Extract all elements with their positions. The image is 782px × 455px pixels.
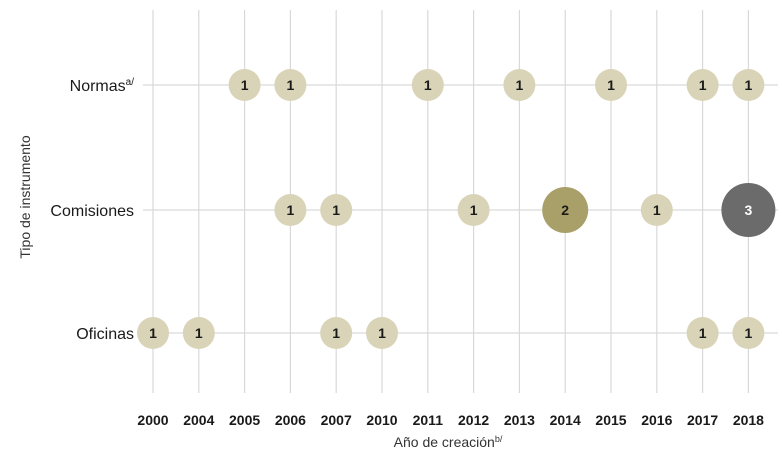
x-tick-2014: 2014 <box>550 412 581 428</box>
bubble-value-label: 1 <box>745 325 753 341</box>
x-tick-2006: 2006 <box>275 412 306 428</box>
bubble-oficinas-2018: 1 <box>732 317 765 349</box>
bubble-oficinas-2017: 1 <box>686 317 719 349</box>
bubble-normas-2013: 1 <box>503 69 536 101</box>
bubble-normas-2011: 1 <box>411 69 444 101</box>
x-tick-2016: 2016 <box>641 412 672 428</box>
bubble-value-label: 1 <box>241 77 249 93</box>
bubble-circle <box>411 69 444 101</box>
y-axis-title: Tipo de instrumento <box>17 135 33 258</box>
bubble-value-label: 1 <box>516 77 524 93</box>
bubble-circle <box>503 69 536 101</box>
bubble-normas-2015: 1 <box>595 69 627 101</box>
bubble-value-label: 1 <box>195 325 203 341</box>
bubble-value-label: 1 <box>699 325 707 341</box>
x-tick-2013: 2013 <box>504 412 535 428</box>
bubble-value-label: 1 <box>653 202 661 218</box>
y-label-text: Comisiones <box>50 203 134 220</box>
y-label-oficinas: Oficinas <box>76 326 134 343</box>
bubble-comisiones-2018: 3 <box>721 183 776 237</box>
bubble-comisiones-2014: 2 <box>542 187 589 233</box>
bubble-circle <box>274 194 307 226</box>
bubble-circle <box>595 69 627 101</box>
bubble-comisiones-2006: 1 <box>274 194 307 226</box>
bubble-circle <box>320 317 353 349</box>
bubble-oficinas-2007: 1 <box>320 317 353 349</box>
bubble-value-label: 1 <box>378 325 386 341</box>
bubble-circle <box>137 317 169 349</box>
bubble-comisiones-2007: 1 <box>320 194 353 226</box>
bubble-oficinas-2004: 1 <box>182 317 215 349</box>
bubble-value-label: 1 <box>149 325 157 341</box>
bubble-normas-2005: 1 <box>228 69 261 101</box>
bubble-circle <box>457 194 490 226</box>
x-axis-title-sup: b/ <box>495 434 503 444</box>
x-tick-2004: 2004 <box>183 412 214 428</box>
bubble-value-label: 1 <box>332 325 340 341</box>
bubble-circle <box>274 69 307 101</box>
y-label-text: Oficinas <box>76 326 134 343</box>
bubble-oficinas-2000: 1 <box>137 317 169 349</box>
bubble-circle <box>320 194 353 226</box>
bubble-comisiones-2016: 1 <box>640 194 673 226</box>
x-tick-2017: 2017 <box>687 412 718 428</box>
bubble-value-label: 2 <box>561 202 569 218</box>
bubble-value-label: 1 <box>699 77 707 93</box>
y-label-text: Normas <box>70 78 126 95</box>
bubble-oficinas-2010: 1 <box>366 317 398 349</box>
bubble-circle <box>366 317 398 349</box>
bubbles: 1 1 1 1 1 1 1 1 1 1 2 1 3 1 1 1 1 1 1 <box>137 69 776 349</box>
x-tick-2000: 2000 <box>137 412 168 428</box>
bubble-value-label: 1 <box>287 202 295 218</box>
bubble-value-label: 1 <box>470 202 478 218</box>
bubble-value-label: 3 <box>745 202 753 218</box>
bubble-circle <box>686 317 719 349</box>
bubble-circle <box>182 317 215 349</box>
y-label-normas: Normasa/ <box>70 77 135 95</box>
x-tick-2007: 2007 <box>321 412 352 428</box>
bubble-normas-2006: 1 <box>274 69 307 101</box>
bubble-value-label: 1 <box>332 202 340 218</box>
x-axis-title: Año de creaciónb/ <box>394 434 503 450</box>
y-label-comisiones: Comisiones <box>50 203 134 220</box>
bubble-value-label: 1 <box>745 77 753 93</box>
bubble-circle <box>721 183 776 237</box>
y-label-sup: a/ <box>126 77 135 88</box>
bubble-value-label: 1 <box>607 77 615 93</box>
bubble-normas-2018: 1 <box>732 69 765 101</box>
x-axis-ticks: 2000 2004 2005 2006 2007 2010 2011 2012 2013 2014… <box>137 412 764 428</box>
x-tick-2015: 2015 <box>595 412 626 428</box>
bubble-circle <box>542 187 589 233</box>
bubble-value-label: 1 <box>424 77 432 93</box>
bubble-circle <box>732 317 765 349</box>
y-axis-labels: Normasa/Comisiones Oficinas <box>50 77 134 343</box>
x-tick-2011: 2011 <box>413 412 444 428</box>
x-tick-2012: 2012 <box>458 412 489 428</box>
x-axis-title-text: Año de creación <box>394 434 495 450</box>
bubble-circle <box>640 194 673 226</box>
x-tick-2018: 2018 <box>733 412 764 428</box>
x-tick-2005: 2005 <box>229 412 260 428</box>
bubble-value-label: 1 <box>287 77 295 93</box>
bubble-circle <box>228 69 261 101</box>
bubble-circle <box>732 69 765 101</box>
x-tick-2010: 2010 <box>366 412 397 428</box>
bubble-normas-2017: 1 <box>686 69 719 101</box>
bubble-comisiones-2012: 1 <box>457 194 490 226</box>
bubble-circle <box>686 69 719 101</box>
